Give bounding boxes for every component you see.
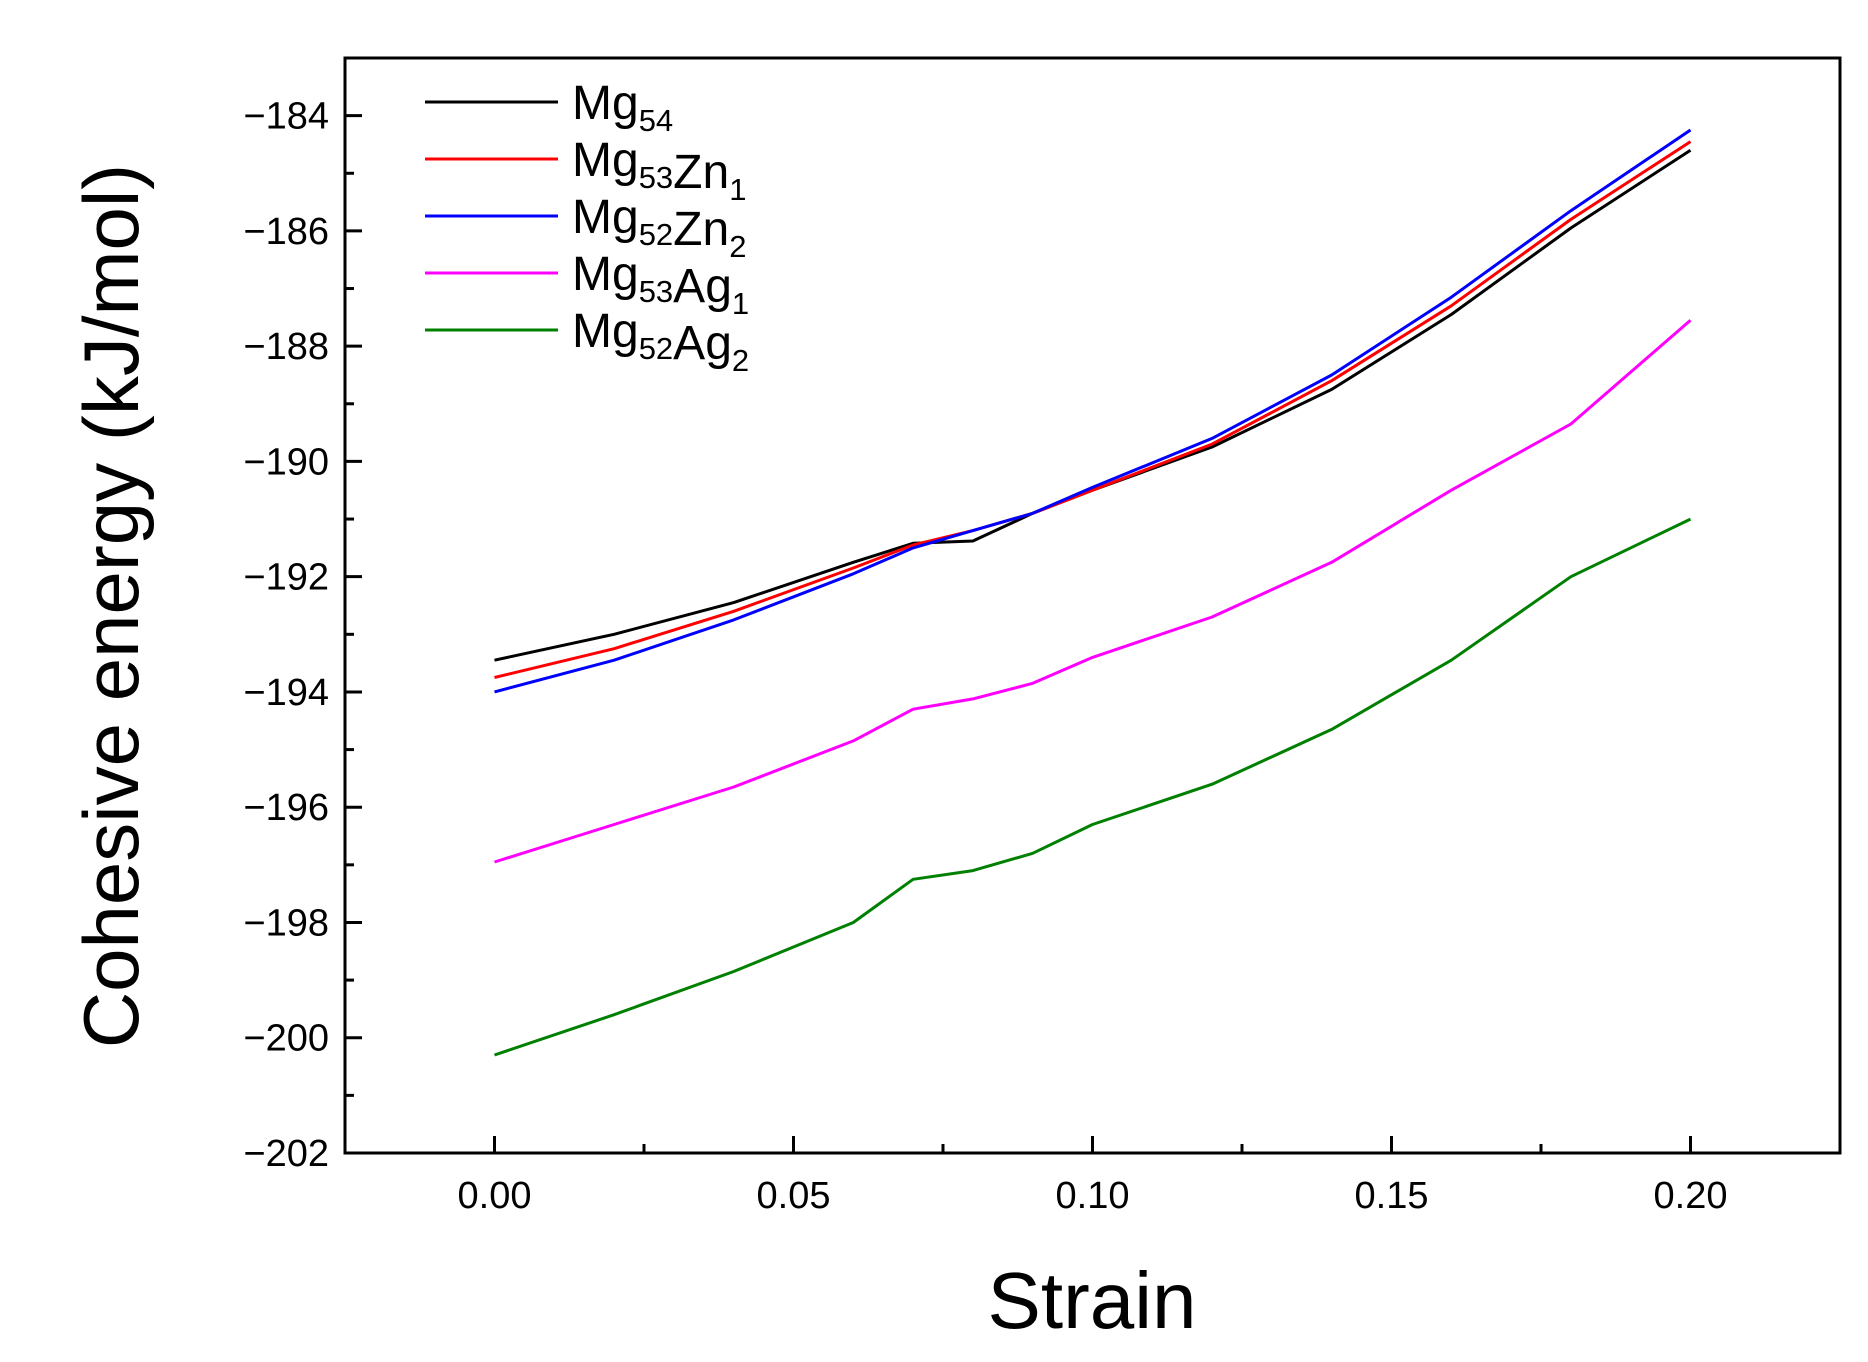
legend-label-mg52ag2: Mg52Ag2 [572, 305, 749, 378]
series-line-mg53ag1 [494, 319, 1692, 864]
y-axis-ticks: −202 −200 −198 −196 −194 −192 −190 −188 −186 −184 [243, 96, 362, 1175]
y-tick-label: −200 [243, 1018, 329, 1060]
x-tick-label: 0.10 [1056, 1175, 1130, 1217]
x-tick-label: 0.05 [757, 1175, 831, 1217]
y-tick-label: −198 [243, 902, 329, 944]
series-line-mg52zn2 [494, 128, 1692, 694]
series-line-mg52ag2 [494, 517, 1692, 1057]
x-axis-ticks: 0.00 0.05 0.10 0.15 0.20 [458, 1136, 1728, 1217]
x-tick-label: 0.00 [458, 1175, 532, 1217]
y-tick-label: −184 [243, 96, 329, 138]
legend-label-mg52zn2: Mg52Zn2 [572, 191, 746, 264]
series-lines [494, 128, 1692, 1057]
y-tick-label: −202 [243, 1133, 329, 1175]
y-axis-title: Cohesive energy (kJ/mol) [67, 164, 155, 1048]
legend-label-mg53ag1: Mg53Ag1 [572, 248, 749, 321]
y-tick-label: −196 [243, 787, 329, 829]
legend-label-mg53zn1: Mg53Zn1 [572, 134, 746, 207]
y-tick-label: −186 [243, 211, 329, 253]
x-tick-label: 0.20 [1654, 1175, 1728, 1217]
x-tick-label: 0.15 [1355, 1175, 1429, 1217]
y-tick-label: −190 [243, 441, 329, 483]
x-axis-title: Strain [988, 1256, 1197, 1345]
y-tick-label: −192 [243, 557, 329, 599]
legend-label-mg54: Mg54 [572, 77, 673, 138]
y-tick-label: −188 [243, 326, 329, 368]
y-tick-label: −194 [243, 672, 329, 714]
plot-frame [343, 56, 1842, 1155]
